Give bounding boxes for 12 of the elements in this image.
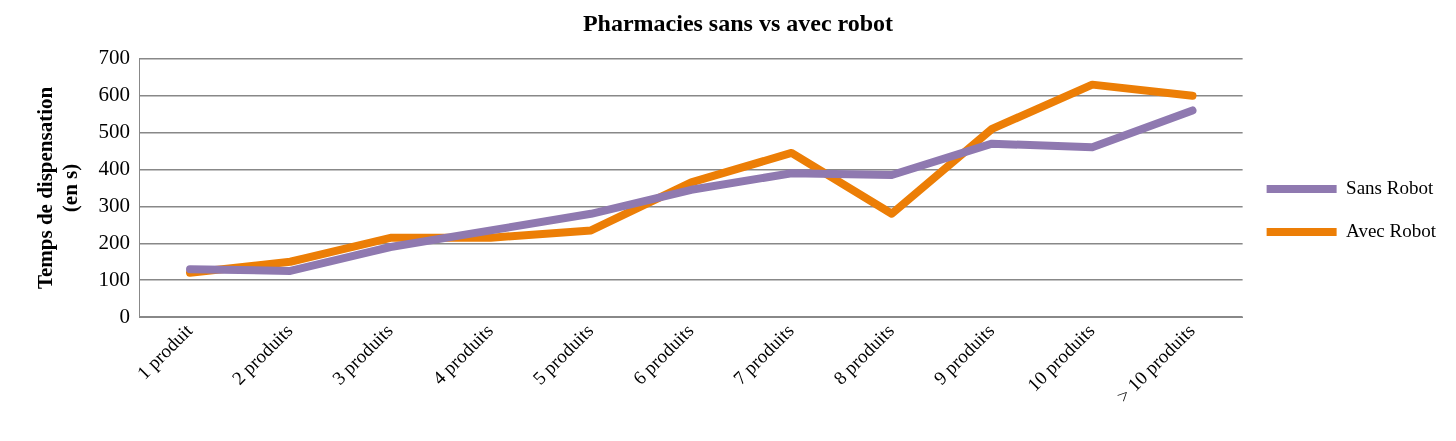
y-tick-label: 700 — [98, 45, 130, 70]
y-tick-label: 200 — [98, 229, 130, 254]
y-axis-title: Temps de dispensation (en s) — [33, 86, 83, 290]
y-tick-label: 100 — [98, 266, 130, 291]
chart-title: Pharmacies sans vs avec robot — [582, 9, 894, 36]
y-tick-label: 0 — [119, 303, 130, 328]
y-tick-label: 600 — [98, 82, 130, 107]
y-tick-label: 400 — [98, 156, 130, 181]
legend-label: Avec Robot — [1346, 219, 1437, 241]
y-tick-label: 500 — [98, 119, 130, 144]
y-tick-label: 300 — [98, 192, 130, 217]
legend-label: Sans Robot — [1346, 176, 1434, 198]
